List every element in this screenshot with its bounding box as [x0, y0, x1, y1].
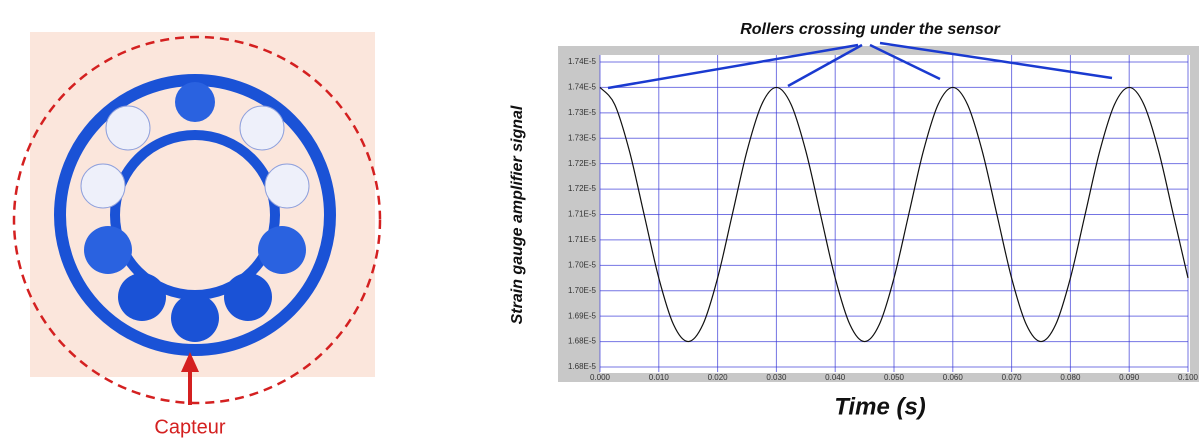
y-tick-label: 1.70E-5 — [568, 260, 597, 269]
x-tick-label: 0.070 — [1002, 373, 1023, 382]
roller — [239, 105, 285, 151]
y-tick-label: 1.73E-5 — [568, 108, 597, 117]
y-tick-label: 1.72E-5 — [568, 159, 597, 168]
roller — [258, 226, 306, 274]
x-tick-label: 0.050 — [884, 373, 905, 382]
x-tick-label: 0.000 — [590, 373, 611, 382]
grid: 1.68E-5 1.68E-5 1.69E-5 1.70E-5 1.70E-5 1.71E… — [568, 55, 1199, 382]
annotation-lines — [607, 41, 1113, 90]
x-tick-label: 0.090 — [1119, 373, 1140, 382]
plot — [599, 86, 1189, 343]
y-tick-label: 1.74E-5 — [568, 83, 597, 92]
chart-title: Rollers crossing under the sensor — [740, 21, 1000, 38]
roller — [175, 82, 215, 122]
roller — [84, 226, 132, 274]
roller — [224, 273, 272, 321]
dashed-circle — [12, 35, 382, 405]
roller — [118, 273, 166, 321]
y-tick-label: 1.68E-5 — [568, 337, 597, 346]
y-tick-label: 1.71E-5 — [568, 235, 597, 244]
roller — [105, 105, 151, 151]
x-tick-label: 0.020 — [708, 373, 729, 382]
annotation-line — [787, 43, 863, 88]
inner-ring — [110, 130, 280, 300]
outer-ring — [54, 74, 336, 356]
roller — [171, 294, 219, 342]
x-tick-label: 0.060 — [943, 373, 964, 382]
arrow-head — [181, 352, 199, 372]
y-tick-label: 1.68E-5 — [568, 362, 597, 371]
bearing-illustration: Capteur — [12, 32, 382, 438]
y-axis-label: Strain gauge amplifier signal — [509, 105, 526, 324]
x-axis-label: Time (s) — [834, 393, 926, 420]
x-tick-label: 0.100 — [1178, 373, 1199, 382]
y-tick-label: 1.74E-5 — [568, 57, 597, 66]
x-tick-label: 0.030 — [766, 373, 787, 382]
annotation-line — [879, 41, 1113, 80]
x-tick-label: 0.080 — [1060, 373, 1081, 382]
y-tick-label: 1.71E-5 — [568, 210, 597, 219]
annotation-line — [869, 43, 941, 81]
y-tick-label: 1.70E-5 — [568, 286, 597, 295]
annotation-line — [607, 43, 859, 90]
roller — [264, 163, 310, 209]
roller — [80, 163, 126, 209]
y-tick-label: 1.69E-5 — [568, 311, 597, 320]
figure-label: Capteur — [154, 416, 225, 438]
line-series — [599, 86, 1189, 343]
y-tick-label: 1.73E-5 — [568, 133, 597, 142]
x-tick-label: 0.010 — [649, 373, 670, 382]
x-tick-label: 0.040 — [825, 373, 846, 382]
y-tick-label: 1.72E-5 — [568, 184, 597, 193]
